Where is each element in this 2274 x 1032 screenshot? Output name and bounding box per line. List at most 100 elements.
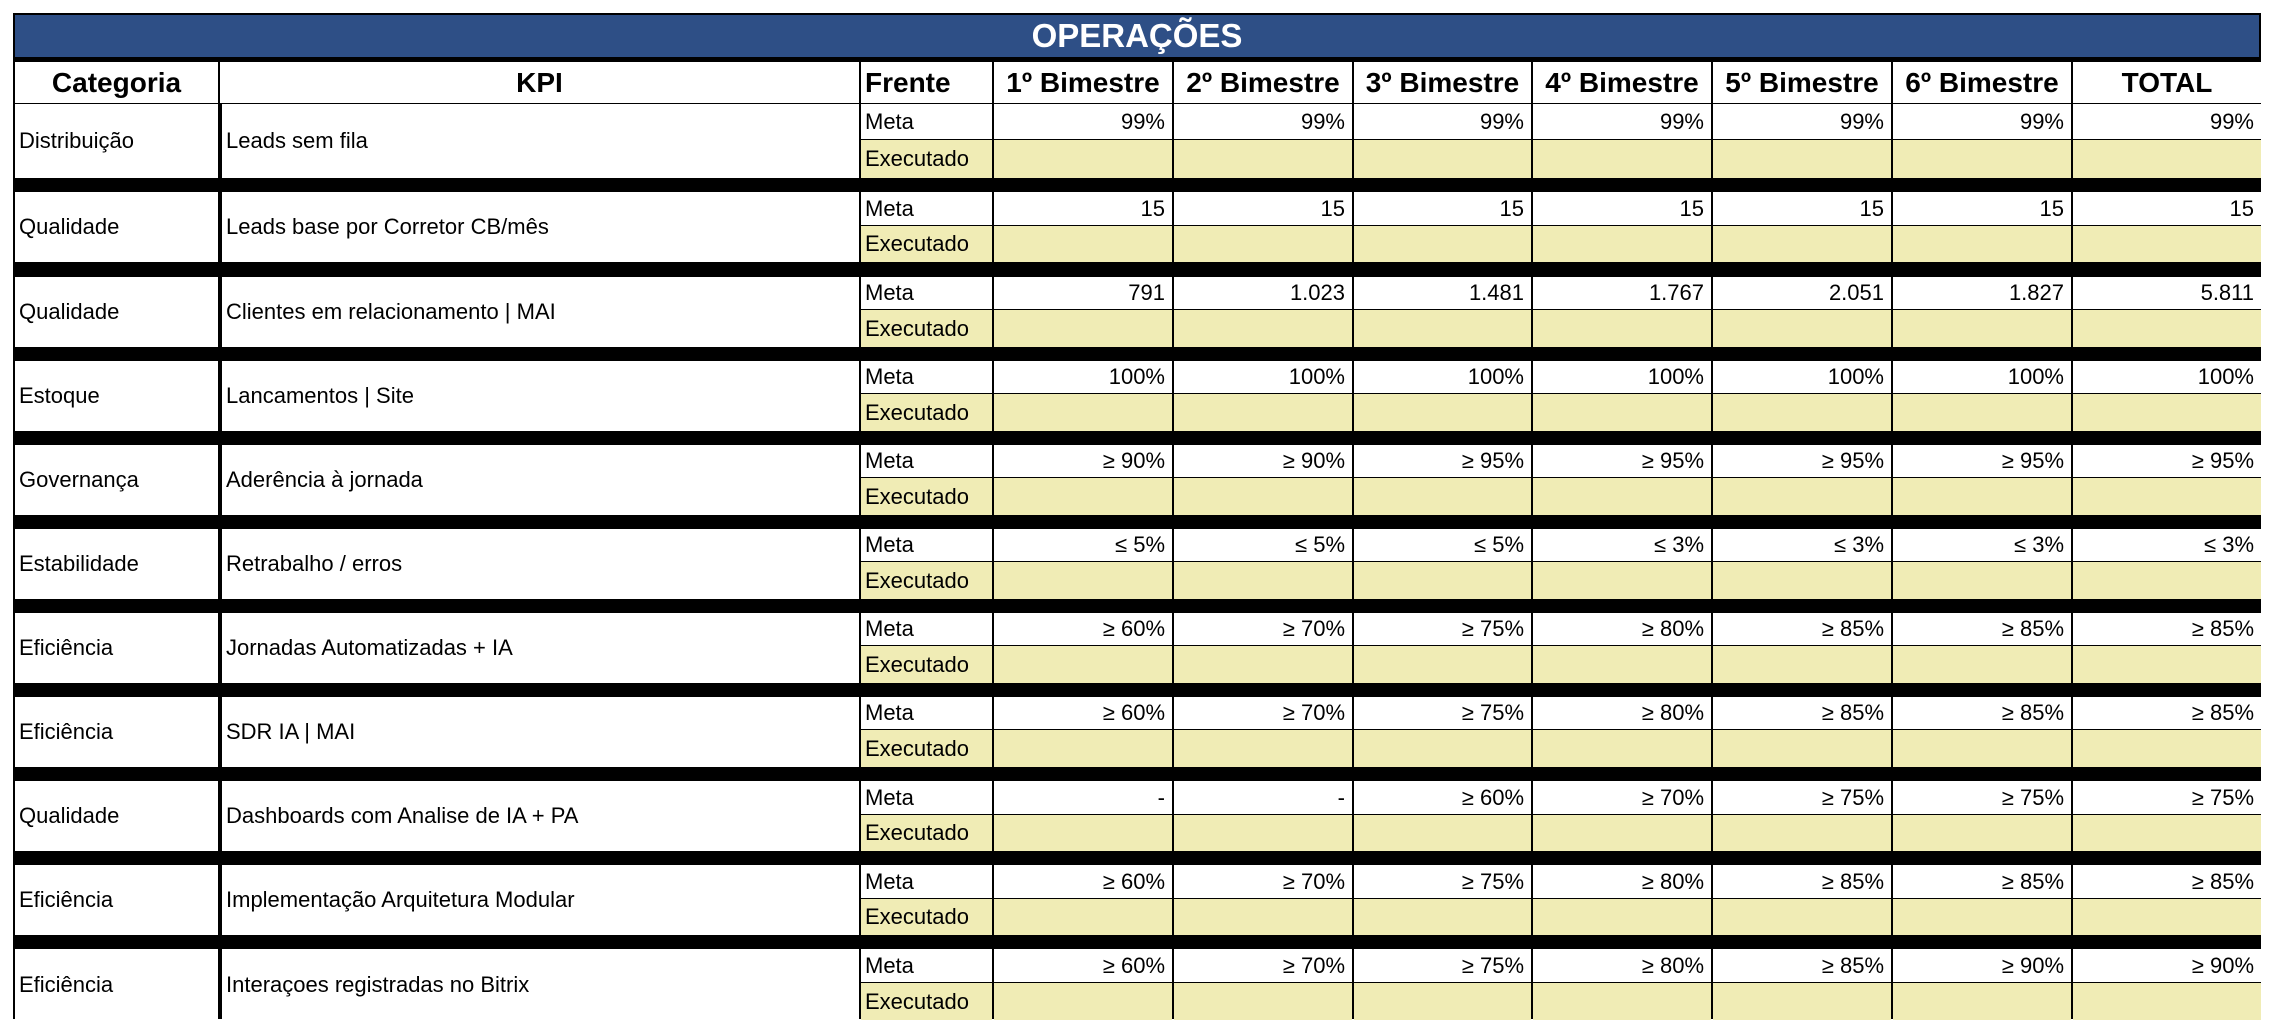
- executado-value: [1893, 310, 2071, 347]
- kpi-cell: Retrabalho / erros: [222, 529, 859, 599]
- executado-value: [1713, 899, 1891, 935]
- meta-value: ≥ 75%: [1354, 613, 1531, 645]
- meta-value: ≥ 80%: [1533, 949, 1711, 982]
- executado-value: [1354, 899, 1531, 935]
- categoria-cell: Qualidade: [15, 781, 218, 851]
- meta-value: ≥ 85%: [1893, 613, 2071, 645]
- executado-value: [1533, 310, 1711, 347]
- frente-meta-label: Meta: [861, 613, 992, 645]
- executado-value: [2073, 394, 2261, 431]
- meta-value: ≥ 85%: [1893, 697, 2071, 729]
- categoria-cell: Qualidade: [15, 277, 218, 347]
- frente-meta-label: Meta: [861, 865, 992, 898]
- categoria-cell: Distribuição: [15, 104, 218, 178]
- meta-value: ≥ 60%: [994, 697, 1172, 729]
- meta-value: 99%: [1713, 104, 1891, 139]
- executado-value: [1713, 310, 1891, 347]
- meta-value: ≥ 95%: [1354, 445, 1531, 477]
- frente-meta-label: Meta: [861, 445, 992, 477]
- meta-value: 1.481: [1354, 277, 1531, 309]
- meta-value: 100%: [1713, 361, 1891, 393]
- meta-value: ≥ 75%: [1354, 865, 1531, 898]
- frente-meta-label: Meta: [861, 781, 992, 814]
- meta-value: ≥ 90%: [1174, 445, 1352, 477]
- meta-value: ≥ 75%: [1354, 949, 1531, 982]
- meta-value: ≤ 3%: [1713, 529, 1891, 561]
- executado-value: [1174, 730, 1352, 767]
- executado-value: [994, 983, 1172, 1020]
- frente-executado-label: Executado: [861, 815, 992, 851]
- kpi-cell: Lancamentos | Site: [222, 361, 859, 431]
- frente-executado-label: Executado: [861, 226, 992, 262]
- executado-value: [1354, 310, 1531, 347]
- kpi-cell: Aderência à jornada: [222, 445, 859, 515]
- header-bim4: 4º Bimestre: [1533, 62, 1711, 103]
- executado-value: [1893, 983, 2071, 1020]
- meta-value: 100%: [1354, 361, 1531, 393]
- executado-value: [1713, 478, 1891, 515]
- executado-value: [994, 899, 1172, 935]
- meta-value: ≥ 80%: [1533, 613, 1711, 645]
- frente-executado-label: Executado: [861, 394, 992, 431]
- executado-value: [1533, 983, 1711, 1020]
- executado-value: [1174, 140, 1352, 178]
- meta-value: ≥ 80%: [1533, 697, 1711, 729]
- executado-value: [1533, 226, 1711, 262]
- frente-executado-label: Executado: [861, 983, 992, 1020]
- executado-value: [1174, 983, 1352, 1020]
- meta-value: ≥ 60%: [994, 949, 1172, 982]
- meta-value: ≥ 85%: [1893, 865, 2071, 898]
- executado-value: [1713, 226, 1891, 262]
- meta-value: ≥ 85%: [1713, 613, 1891, 645]
- meta-value: 15: [1174, 192, 1352, 225]
- frente-meta-label: Meta: [861, 104, 992, 139]
- meta-value: ≤ 5%: [1354, 529, 1531, 561]
- meta-value: 15: [1893, 192, 2071, 225]
- executado-value: [994, 815, 1172, 851]
- meta-value: 99%: [1354, 104, 1531, 139]
- executado-value: [1354, 646, 1531, 683]
- executado-value: [2073, 310, 2261, 347]
- meta-value: ≤ 3%: [1893, 529, 2071, 561]
- categoria-cell: Estoque: [15, 361, 218, 431]
- meta-value: ≤ 5%: [1174, 529, 1352, 561]
- kpi-cell: SDR IA | MAI: [222, 697, 859, 767]
- executado-value: [1893, 394, 2071, 431]
- categoria-cell: Estabilidade: [15, 529, 218, 599]
- header-bim3: 3º Bimestre: [1354, 62, 1531, 103]
- frente-meta-label: Meta: [861, 697, 992, 729]
- executado-value: [1354, 226, 1531, 262]
- categoria-cell: Qualidade: [15, 192, 218, 262]
- frente-executado-label: Executado: [861, 478, 992, 515]
- meta-value: 5.811: [2073, 277, 2261, 309]
- frente-meta-label: Meta: [861, 529, 992, 561]
- executado-value: [1713, 730, 1891, 767]
- table-title: OPERAÇÕES: [15, 15, 2259, 57]
- executado-value: [2073, 983, 2261, 1020]
- executado-value: [994, 646, 1172, 683]
- executado-value: [1354, 394, 1531, 431]
- header-frente: Frente: [861, 62, 992, 103]
- executado-value: [1354, 815, 1531, 851]
- executado-value: [1713, 140, 1891, 178]
- executado-value: [1713, 562, 1891, 599]
- executado-value: [1533, 140, 1711, 178]
- meta-value: -: [1174, 781, 1352, 814]
- meta-value: ≥ 90%: [1893, 949, 2071, 982]
- meta-value: 100%: [1893, 361, 2071, 393]
- frente-executado-label: Executado: [861, 899, 992, 935]
- meta-value: 100%: [994, 361, 1172, 393]
- meta-value: ≥ 75%: [2073, 781, 2261, 814]
- meta-value: 2.051: [1713, 277, 1891, 309]
- executado-value: [1354, 983, 1531, 1020]
- executado-value: [2073, 815, 2261, 851]
- meta-value: ≤ 3%: [1533, 529, 1711, 561]
- meta-value: 15: [994, 192, 1172, 225]
- executado-value: [1174, 394, 1352, 431]
- kpi-cell: Leads sem fila: [222, 104, 859, 178]
- header-kpi: KPI: [220, 62, 859, 103]
- kpi-cell: Implementação Arquitetura Modular: [222, 865, 859, 935]
- executado-value: [994, 478, 1172, 515]
- meta-value: ≥ 95%: [1533, 445, 1711, 477]
- executado-value: [2073, 140, 2261, 178]
